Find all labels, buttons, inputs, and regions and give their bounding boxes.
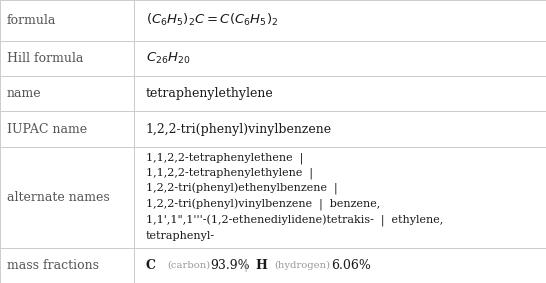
Text: formula: formula — [7, 14, 56, 27]
Text: 1,2,2-tri(phenyl)vinylbenzene: 1,2,2-tri(phenyl)vinylbenzene — [146, 123, 332, 136]
Bar — [0, 248, 134, 283]
Text: tetraphenylethylene: tetraphenylethylene — [146, 87, 274, 100]
Bar — [134, 147, 546, 248]
Text: tetraphenyl-: tetraphenyl- — [146, 231, 215, 241]
Text: 93.9%: 93.9% — [210, 259, 250, 272]
Bar — [0, 0, 134, 41]
Bar — [0, 41, 134, 76]
Bar — [0, 76, 134, 112]
Text: $C_{26}H_{20}$: $C_{26}H_{20}$ — [146, 51, 191, 66]
Bar — [134, 0, 546, 41]
Bar — [134, 76, 546, 112]
Text: 1,1,2,2-tetraphenylethene  |: 1,1,2,2-tetraphenylethene | — [146, 152, 303, 164]
Text: 6.06%: 6.06% — [331, 259, 371, 272]
Bar — [134, 41, 546, 76]
Text: H: H — [255, 259, 267, 272]
Text: name: name — [7, 87, 41, 100]
Text: (hydrogen): (hydrogen) — [274, 261, 330, 270]
Text: 1,1',1",1'''-(1,2-ethenediylidene)tetrakis-  |  ethylene,: 1,1',1",1'''-(1,2-ethenediylidene)tetrak… — [146, 215, 443, 227]
Bar — [134, 248, 546, 283]
Text: (carbon): (carbon) — [168, 261, 211, 270]
Bar — [0, 112, 134, 147]
Bar — [0, 147, 134, 248]
Text: mass fractions: mass fractions — [7, 259, 98, 272]
Bar — [134, 112, 546, 147]
Text: 1,1,2,2-tetraphenylethylene  |: 1,1,2,2-tetraphenylethylene | — [146, 168, 313, 179]
Text: |: | — [243, 259, 247, 272]
Text: $(C_6H_5)_2C{=}C(C_6H_5)_2$: $(C_6H_5)_2C{=}C(C_6H_5)_2$ — [146, 12, 278, 28]
Text: 1,2,2-tri(phenyl)vinylbenzene  |  benzene,: 1,2,2-tri(phenyl)vinylbenzene | benzene, — [146, 199, 380, 211]
Text: C: C — [146, 259, 156, 272]
Text: IUPAC name: IUPAC name — [7, 123, 87, 136]
Text: Hill formula: Hill formula — [7, 52, 83, 65]
Text: alternate names: alternate names — [7, 191, 109, 204]
Text: 1,2,2-tri(phenyl)ethenylbenzene  |: 1,2,2-tri(phenyl)ethenylbenzene | — [146, 183, 337, 195]
